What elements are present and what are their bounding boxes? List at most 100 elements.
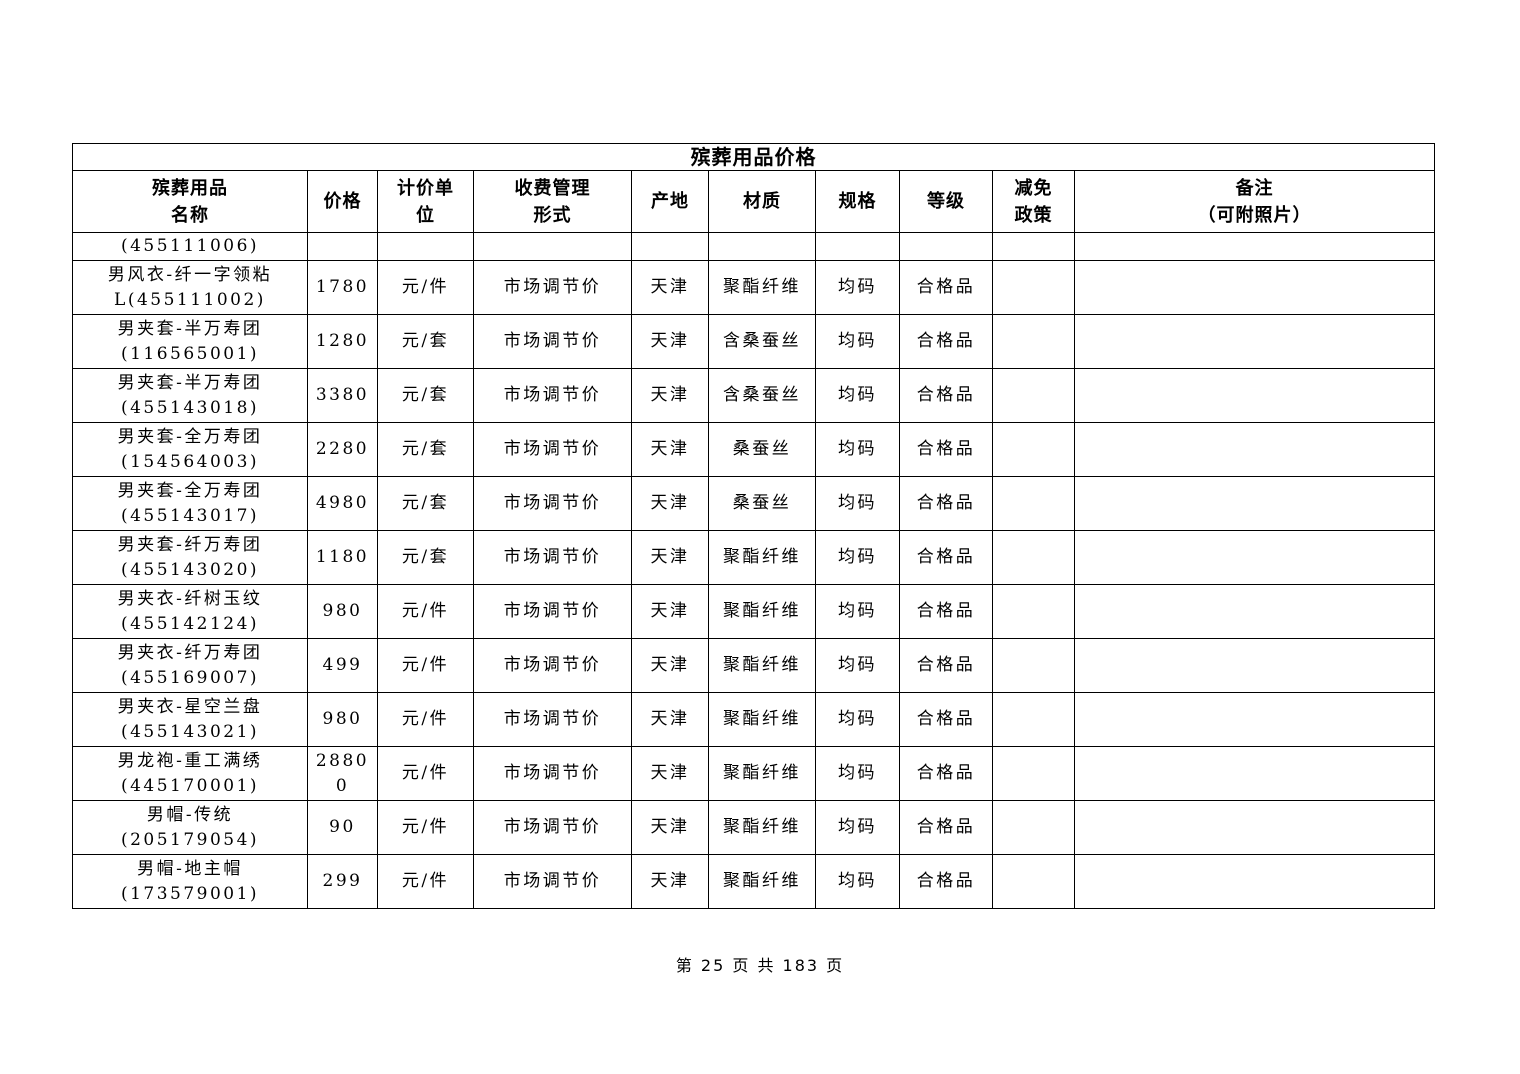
column-header-charge_mode: 收费管理 形式	[473, 170, 632, 233]
cell-policy	[992, 584, 1075, 639]
cell-grade: 合格品	[899, 638, 993, 693]
cell-price: 2280	[307, 422, 378, 477]
cell-policy	[992, 314, 1075, 369]
table-row: 男夹衣-纤万寿团 (455169007) 499 元/件 市场调节价 天津 聚酯纤维 均码合…	[72, 638, 1436, 693]
table-header-row: 殡葬用品 名称 价格 计价单 位收费管理 形式 产地 材质 规格 等级 减免 政策 备注 （可附…	[72, 170, 1436, 233]
cell-spec	[815, 232, 900, 261]
cell-spec: 均码	[815, 584, 900, 639]
cell-spec: 均码	[815, 476, 900, 531]
column-header-name: 殡葬用品 名称	[72, 170, 308, 233]
cell-remark	[1073, 368, 1436, 423]
table-row: 男夹衣-星空兰盘 (455143021) 980 元/件 市场调节价 天津 聚酯纤维 均码合…	[72, 692, 1436, 747]
column-header-unit: 计价单 位	[377, 170, 474, 233]
cell-grade: 合格品	[899, 800, 993, 855]
cell-policy	[992, 854, 1075, 909]
cell-policy	[992, 746, 1075, 801]
cell-price: 299	[307, 854, 378, 909]
cell-name: 男帽-地主帽 (173579001)	[72, 854, 308, 909]
cell-material	[708, 232, 816, 261]
cell-grade: 合格品	[899, 854, 993, 909]
cell-material: 聚酯纤维	[708, 746, 816, 801]
cell-name: 男龙袍-重工满绣 (445170001)	[72, 746, 308, 801]
cell-spec: 均码	[815, 638, 900, 693]
cell-remark	[1073, 232, 1436, 261]
cell-grade: 合格品	[899, 584, 993, 639]
cell-policy	[992, 422, 1075, 477]
cell-spec: 均码	[815, 422, 900, 477]
cell-charge_mode: 市场调节价	[473, 260, 632, 315]
cell-price: 3380	[307, 368, 378, 423]
cell-remark	[1073, 854, 1436, 909]
cell-material: 聚酯纤维	[708, 584, 816, 639]
cell-unit: 元/件	[377, 800, 474, 855]
cell-unit: 元/套	[377, 476, 474, 531]
cell-origin: 天津	[631, 530, 709, 585]
cell-unit: 元/件	[377, 746, 474, 801]
cell-charge_mode: 市场调节价	[473, 422, 632, 477]
table-row: 男帽-传统 (205179054) 90 元/件 市场调节价 天津 聚酯纤维 均码 合格品	[72, 800, 1436, 855]
funeral-supplies-price-table: 殡葬用品价格 殡葬用品 名称 价格 计价单 位收费管理 形式 产地 材质 规格 等级 减免 政…	[71, 143, 1436, 909]
cell-policy	[992, 530, 1075, 585]
cell-spec: 均码	[815, 854, 900, 909]
cell-remark	[1073, 260, 1436, 315]
cell-unit: 元/套	[377, 314, 474, 369]
cell-material: 桑蚕丝	[708, 476, 816, 531]
cell-charge_mode: 市场调节价	[473, 476, 632, 531]
column-header-spec: 规格	[815, 170, 900, 233]
table-title: 殡葬用品价格	[71, 143, 1436, 171]
cell-charge_mode: 市场调节价	[473, 692, 632, 747]
table-row: 男夹衣-纤树玉纹 (455142124) 980 元/件 市场调节价 天津 聚酯纤维 均码合…	[72, 584, 1436, 639]
cell-price: 980	[307, 692, 378, 747]
cell-material: 聚酯纤维	[708, 800, 816, 855]
cell-price: 980	[307, 584, 378, 639]
table-row: 男夹套-纤万寿团 (455143020) 1180 元/套 市场调节价 天津 聚酯纤维 均码…	[72, 530, 1436, 585]
cell-policy	[992, 638, 1075, 693]
column-header-remark: 备注 （可附照片）	[1073, 170, 1436, 233]
cell-origin: 天津	[631, 746, 709, 801]
cell-material: 含桑蚕丝	[708, 368, 816, 423]
cell-origin	[631, 232, 709, 261]
cell-spec: 均码	[815, 692, 900, 747]
table-row: 男风衣-纤一字领粘 L(455111002) 1780 元/件 市场调节价 天津 聚酯纤维…	[72, 260, 1436, 315]
cell-charge_mode: 市场调节价	[473, 638, 632, 693]
column-header-origin: 产地	[631, 170, 709, 233]
cell-charge_mode: 市场调节价	[473, 314, 632, 369]
cell-material: 桑蚕丝	[708, 422, 816, 477]
cell-charge_mode: 市场调节价	[473, 746, 632, 801]
cell-policy	[992, 232, 1075, 261]
cell-name: 男夹衣-纤万寿团 (455169007)	[72, 638, 308, 693]
cell-grade: 合格品	[899, 476, 993, 531]
cell-remark	[1073, 476, 1436, 531]
cell-grade: 合格品	[899, 422, 993, 477]
cell-price: 1180	[307, 530, 378, 585]
cell-remark	[1073, 746, 1436, 801]
cell-name: 男风衣-纤一字领粘 L(455111002)	[72, 260, 308, 315]
table-row: (455111006)	[72, 232, 1436, 261]
cell-policy	[992, 692, 1075, 747]
cell-material: 聚酯纤维	[708, 530, 816, 585]
cell-remark	[1073, 692, 1436, 747]
cell-origin: 天津	[631, 368, 709, 423]
column-header-grade: 等级	[899, 170, 993, 233]
table-row: 男夹套-全万寿团 (455143017) 4980 元/套 市场调节价 天津 桑蚕丝 均码合…	[72, 476, 1436, 531]
cell-grade: 合格品	[899, 260, 993, 315]
cell-material: 含桑蚕丝	[708, 314, 816, 369]
cell-origin: 天津	[631, 800, 709, 855]
cell-unit: 元/套	[377, 422, 474, 477]
page-number-footer: 第 25 页 共 183 页	[675, 956, 845, 975]
table-row: 男夹套-半万寿团 (116565001) 1280 元/套 市场调节价 天津 含桑蚕丝 均码…	[72, 314, 1436, 369]
cell-unit: 元/件	[377, 584, 474, 639]
cell-origin: 天津	[631, 476, 709, 531]
cell-policy	[992, 260, 1075, 315]
cell-origin: 天津	[631, 854, 709, 909]
cell-price: 1280	[307, 314, 378, 369]
cell-grade: 合格品	[899, 692, 993, 747]
cell-remark	[1073, 314, 1436, 369]
table-row: 男帽-地主帽 (173579001) 299 元/件 市场调节价 天津 聚酯纤维 均码 合格品	[72, 854, 1436, 909]
cell-charge_mode: 市场调节价	[473, 584, 632, 639]
cell-price: 499	[307, 638, 378, 693]
cell-charge_mode: 市场调节价	[473, 368, 632, 423]
cell-grade: 合格品	[899, 368, 993, 423]
column-header-material: 材质	[708, 170, 816, 233]
